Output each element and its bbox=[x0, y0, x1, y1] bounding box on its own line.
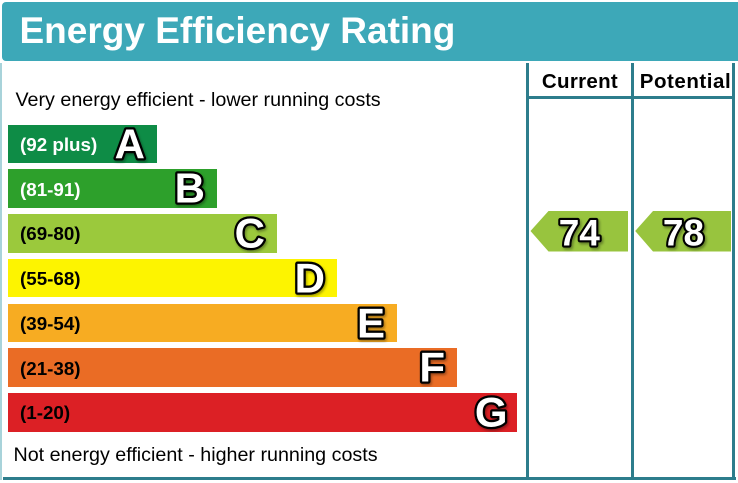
svg-text:G: G bbox=[475, 393, 508, 432]
svg-text:D: D bbox=[294, 259, 324, 298]
svg-text:E: E bbox=[357, 304, 385, 343]
svg-text:F: F bbox=[419, 348, 445, 387]
svg-text:B: B bbox=[174, 169, 204, 208]
svg-text:74: 74 bbox=[559, 213, 601, 253]
svg-text:C: C bbox=[234, 214, 264, 253]
svg-text:78: 78 bbox=[663, 213, 704, 253]
svg-text:A: A bbox=[114, 125, 144, 164]
